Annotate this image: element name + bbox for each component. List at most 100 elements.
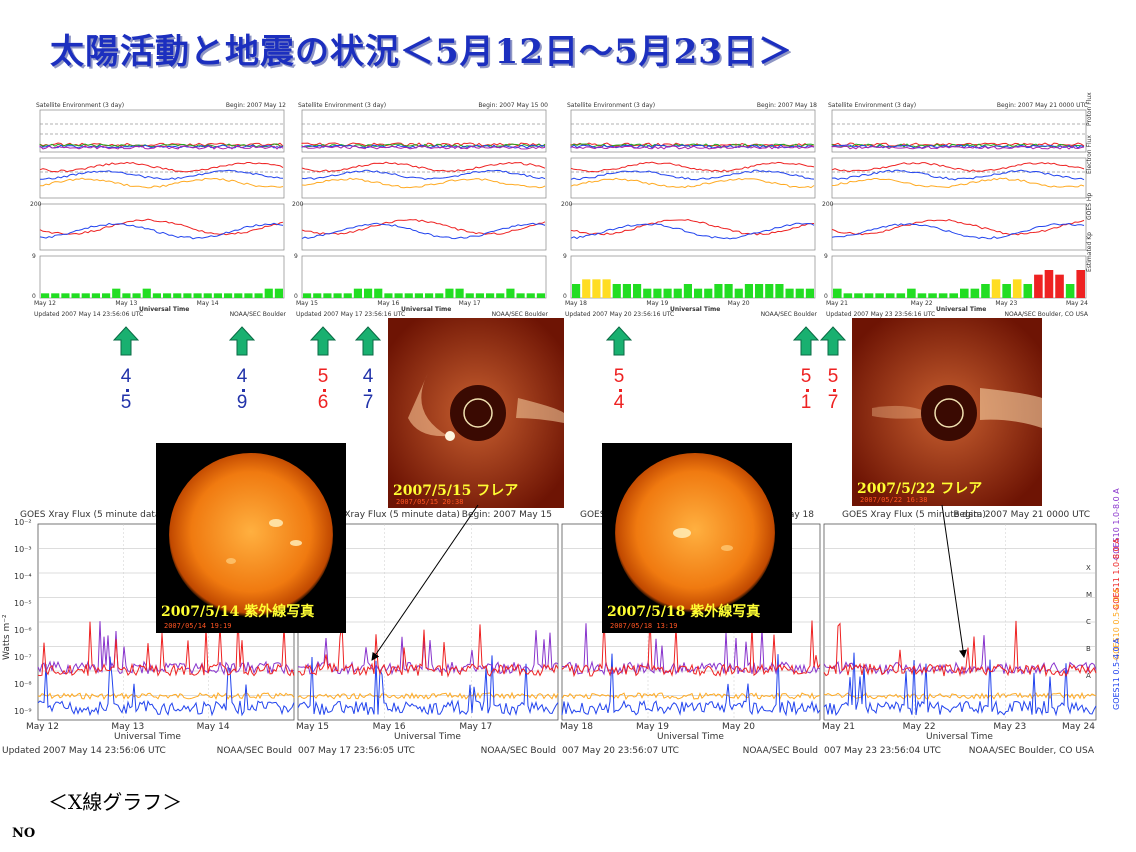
kp-bar [435, 293, 444, 298]
updated-stamp: Updated 2007 May 14 23:56:06 UTC [34, 311, 144, 318]
universal-time-label: Universal Time [926, 732, 993, 742]
source-stamp: NOAA/SEC Boulder [229, 311, 286, 318]
date-tick: May 13 [111, 722, 145, 732]
kp-bar [203, 293, 212, 298]
updated-stamp: Updated 2007 May 20 23:56:16 UTC [565, 311, 675, 318]
panel-heading: GOES Xray Flux (5 minute data) [20, 510, 164, 520]
uv-photo-caption: 2007/5/14 紫外線写真 [161, 604, 315, 620]
series-goes10-short [561, 692, 821, 701]
universal-time-label: Universal Time [394, 732, 461, 742]
flare-pointer-line [941, 504, 967, 658]
kp-bar [213, 293, 222, 298]
marker-digit-top: 4 [236, 366, 248, 387]
kp-bar [917, 293, 927, 298]
slide-title: 太陽活動と地震の状況＜5月12日～5月23日＞ [50, 32, 793, 72]
kp-bar [1055, 274, 1064, 298]
kp-bar [663, 288, 672, 298]
ytick-label: 10⁻⁹ [14, 707, 32, 716]
ytick-label: 10⁻⁴ [14, 572, 32, 581]
date-tick: May 12 [34, 300, 56, 307]
date-tick: May 13 [115, 300, 138, 307]
panel-heading: Satellite Environment (3 day) [298, 102, 387, 109]
series-goes11-short [823, 652, 1097, 717]
kp-bar [572, 284, 581, 298]
satellite-plot [570, 109, 816, 299]
kp-bar [41, 293, 50, 298]
kp-bar [981, 284, 990, 298]
source-stamp: NOAA/SEC Boulder [491, 311, 548, 318]
flare-class-label: C [1086, 618, 1091, 626]
kp-bar [673, 288, 682, 298]
kp-bar [1002, 284, 1011, 298]
xray-panel: GOES Xray Flux (5 minute data)Begin: 200… [822, 508, 1098, 758]
kp-bar [744, 284, 753, 298]
kp-bar [112, 288, 121, 298]
kp-bar [81, 293, 90, 298]
panel-heading: GOES Xray Flux (5 minute data) [316, 510, 460, 520]
marker-digit-top: 5 [827, 366, 839, 387]
kp-bar [132, 293, 141, 298]
kp-bar [506, 288, 515, 298]
kp-bar [714, 284, 723, 298]
date-tick: May 14 [196, 300, 219, 307]
date-tick: May 18 [560, 722, 593, 732]
tick-label: 9 [294, 253, 298, 260]
flare-photo-timestamp: 2007/05/15 20:38 [396, 498, 464, 506]
ytick-label: 10⁻² [14, 518, 32, 527]
satellite-panel: Satellite Environment (3 day) Begin: 2007… [292, 100, 554, 318]
universal-time-label: Universal Time [139, 306, 190, 313]
uv-photo-timestamp: 2007/05/18 13:19 [610, 622, 678, 630]
marker-digit-top: 5 [800, 366, 812, 387]
up-arrow-icon [112, 326, 140, 356]
ytick-label: 10⁻⁸ [14, 680, 32, 689]
universal-time-label: Universal Time [401, 306, 452, 313]
kp-bar [274, 288, 283, 298]
date-tick: May 20 [722, 722, 755, 732]
marker-dot [242, 389, 245, 392]
date-tick: May 22 [902, 722, 936, 732]
kp-bar [244, 293, 253, 298]
flare-class-label: X [1086, 564, 1091, 572]
kp-bar [374, 288, 383, 298]
date-tick: May 21 [826, 300, 848, 307]
series-goes11-short [561, 653, 821, 717]
kp-bar [1023, 284, 1033, 298]
kp-bar [475, 293, 484, 298]
kp-bar [51, 293, 60, 298]
updated-stamp: Updated 2007 May 17 23:56:16 UTC [296, 311, 406, 318]
tick-label: 200 [292, 201, 304, 208]
panel-heading: Satellite Environment (3 day) [36, 102, 125, 109]
flare-photo-may22: 2007/5/22 フレア 2007/05/22 16:38 [852, 318, 1042, 506]
kp-bar [724, 284, 733, 298]
series-goes10-short [37, 692, 295, 701]
series-goes10-short [297, 691, 559, 700]
kp-bar [1044, 270, 1054, 298]
kp-bar [224, 293, 233, 298]
kp-bar [526, 293, 535, 298]
tick-label: 9 [824, 253, 828, 260]
kp-bar [303, 293, 312, 298]
kp-bar [353, 288, 362, 298]
kp-bar [343, 293, 352, 298]
satellite-plot [831, 109, 1087, 299]
date-tick: May 15 [296, 300, 318, 307]
date-tick: May 17 [459, 722, 493, 732]
coronagraph-image [388, 318, 564, 508]
date-tick: May 16 [377, 300, 400, 307]
date-tick: May 22 [910, 300, 933, 307]
kp-bar [805, 288, 814, 298]
kp-bar [622, 284, 631, 298]
date-tick: May 21 [822, 722, 855, 732]
kp-bar [704, 288, 713, 298]
date-tick: May 20 [727, 300, 750, 307]
universal-time-label: Universal Time [657, 732, 724, 742]
kp-bar [455, 288, 464, 298]
kp-bar [843, 293, 853, 298]
satellite-panel: Satellite Environment (3 day) Begin: 2007… [561, 100, 823, 318]
up-arrow-icon [792, 326, 820, 356]
kp-bar [414, 293, 423, 298]
